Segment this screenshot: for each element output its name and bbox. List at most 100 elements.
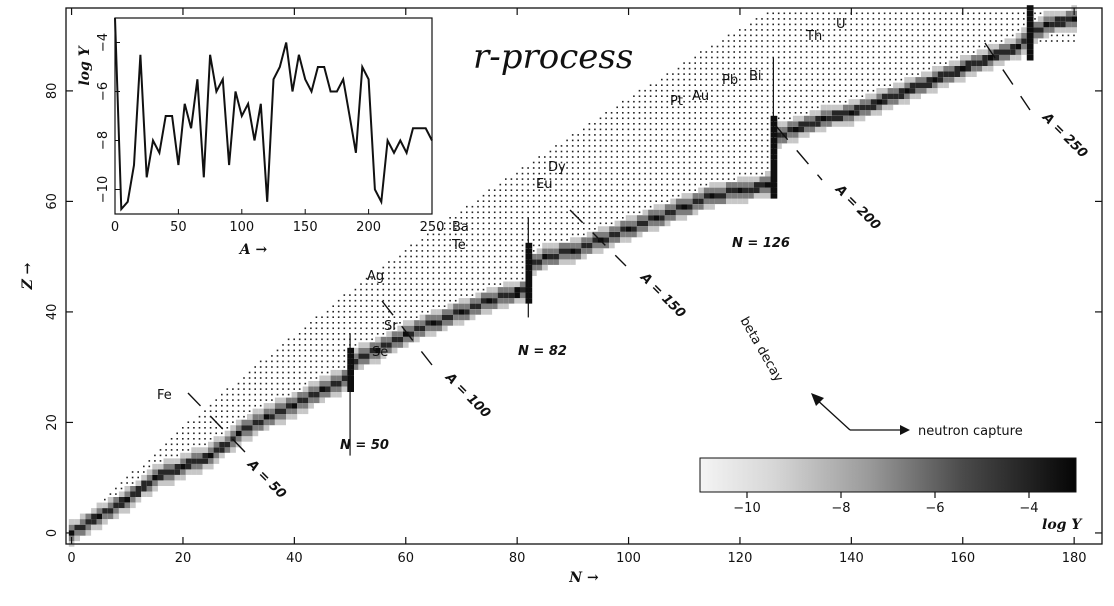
path-cell [1015, 55, 1022, 61]
path-cell [286, 408, 292, 415]
nuclide-dot [727, 67, 730, 70]
nuclide-dot [583, 150, 585, 153]
nuclide-dot [293, 382, 295, 385]
nuclide-dot [427, 266, 429, 269]
path-cell [675, 204, 682, 210]
path-cell [531, 270, 537, 276]
nuclide-dot [332, 360, 334, 363]
nuclide-dot [733, 167, 735, 169]
nuclide-dot [783, 18, 786, 20]
path-cell [308, 386, 314, 392]
nuclide-dot [878, 12, 880, 15]
path-cell [269, 419, 275, 426]
nuclide-dot [839, 78, 841, 81]
nuclide-dot [755, 89, 758, 92]
nuclide-dot [984, 23, 986, 26]
nuclide-dot [521, 228, 524, 230]
path-cell [625, 237, 632, 243]
nuclide-dot [622, 205, 624, 208]
path-cell [1037, 16, 1044, 22]
path-cell [369, 347, 376, 354]
path-cell [202, 452, 209, 459]
nuclide-dot [505, 266, 507, 269]
nuclide-dot [1000, 18, 1003, 20]
x-tick-label: 180 [1062, 551, 1087, 566]
nuclide-dot [221, 421, 223, 423]
path-cell [185, 469, 192, 475]
nuclide-dot [666, 112, 669, 114]
path-cell [575, 253, 582, 260]
path-cell [364, 353, 370, 359]
nuclide-dot [360, 310, 362, 313]
nuclide-dot [922, 29, 925, 31]
nuclide-dot [365, 294, 368, 296]
nuclide-dot [527, 172, 529, 175]
nuclide-dot [337, 310, 340, 313]
path-cell [865, 104, 871, 111]
nuclide-dot [739, 172, 741, 175]
nuclide-dot [872, 89, 875, 92]
nuclide-dot [321, 360, 323, 363]
nuclide-dot [466, 239, 468, 241]
nuclide-dot [343, 316, 346, 318]
nuclide-dot [666, 100, 669, 103]
path-cell [726, 182, 732, 188]
nuclide-dot [449, 283, 451, 285]
nuclide-dot [766, 78, 769, 81]
nuclide-dot [805, 112, 808, 114]
nuclide-dot [984, 45, 986, 48]
nuclide-dot [583, 134, 585, 136]
path-cell [386, 342, 392, 348]
nuclide-dot [510, 205, 513, 208]
nuclide-dot [661, 139, 663, 142]
nuclide-dot [532, 217, 535, 219]
nuclide-dot [816, 106, 819, 109]
nuclide-dot [393, 299, 396, 302]
nuclide-dot [1050, 40, 1053, 42]
nuclide-dot [878, 73, 880, 75]
element-label: Pb [722, 73, 738, 88]
nuclide-dot [894, 56, 897, 59]
nuclide-dot [365, 283, 368, 285]
nuclide-dot [739, 167, 741, 169]
nuclide-dot [131, 471, 134, 473]
nuclide-dot [505, 194, 507, 197]
nuclide-dot [337, 349, 340, 352]
nuclide-dot [711, 156, 713, 158]
nuclide-dot [722, 139, 724, 142]
nuclide-dot [326, 338, 329, 341]
nuclide-dot [393, 310, 396, 313]
path-cell [113, 497, 119, 503]
path-cell [843, 121, 849, 127]
nuclide-dot [766, 67, 769, 70]
path-cell [224, 441, 231, 448]
nuclide-dot [649, 112, 652, 114]
nuclide-dot [616, 200, 618, 202]
nuclide-dot [972, 12, 975, 15]
nuclide-dot [744, 112, 747, 114]
nuclide-dot [544, 217, 546, 219]
nuclide-dot [733, 40, 735, 42]
nuclide-dot [928, 62, 930, 64]
nuclide-dot [265, 371, 268, 374]
nuclide-dot [861, 56, 864, 59]
nuclide-dot [371, 310, 373, 313]
path-cell [325, 375, 331, 381]
nuclide-dot [727, 56, 730, 59]
path-cell [1043, 21, 1050, 28]
path-cell [742, 187, 749, 194]
nuclide-dot [644, 156, 646, 158]
nuclide-dot [967, 45, 969, 48]
path-cell [386, 331, 392, 337]
nuclide-dot [911, 45, 914, 48]
nuclide-dot [850, 95, 852, 97]
nuclide-dot [744, 89, 747, 92]
nuclide-dot [555, 194, 557, 197]
nuclide-dot [872, 67, 875, 70]
nuclide-dot [828, 40, 830, 42]
nuclide-dot [783, 23, 786, 26]
nuclide-dot [655, 183, 657, 186]
x-axis-label: N → [568, 570, 599, 586]
path-cell [308, 397, 314, 404]
nuclide-dot [371, 305, 373, 307]
